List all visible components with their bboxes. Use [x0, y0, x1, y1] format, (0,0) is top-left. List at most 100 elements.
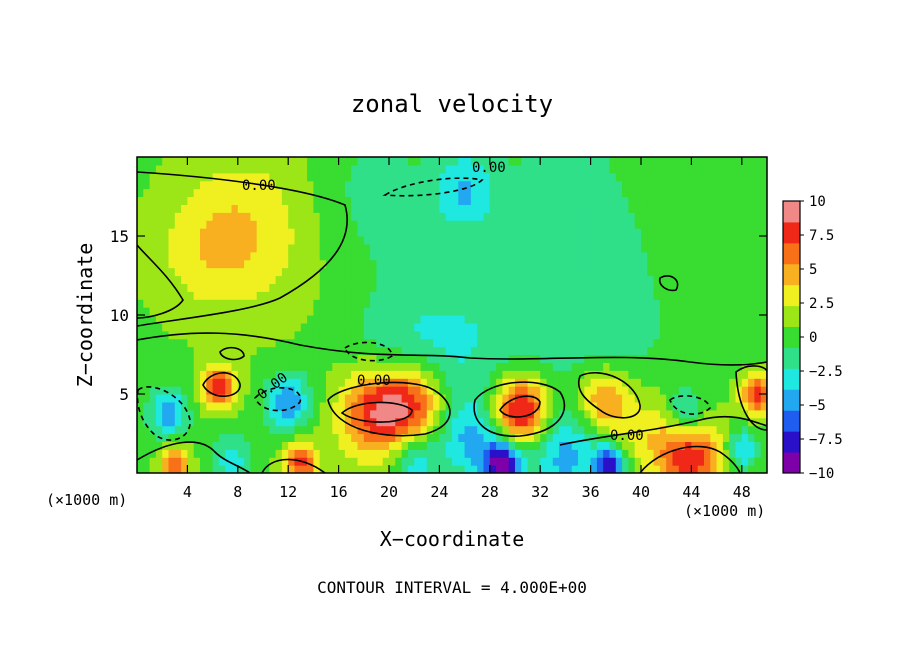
- field-cell: [231, 228, 239, 237]
- field-cell: [609, 220, 617, 229]
- field-cell: [729, 243, 737, 253]
- field-cell: [735, 441, 743, 450]
- field-cell: [489, 251, 497, 261]
- field-cell: [288, 243, 296, 253]
- field-cell: [376, 196, 384, 205]
- field-cell: [200, 433, 207, 442]
- field-cell: [483, 236, 491, 245]
- field-cell: [344, 346, 352, 356]
- field-cell: [496, 378, 503, 387]
- field-cell: [502, 457, 510, 466]
- field-cell: [603, 180, 611, 190]
- field-cell: [741, 315, 749, 324]
- field-cell: [174, 164, 182, 174]
- field-cell: [206, 164, 214, 174]
- field-cell: [748, 409, 755, 419]
- field-cell: [395, 283, 403, 292]
- field-cell: [596, 236, 604, 245]
- field-cell: [691, 228, 699, 237]
- field-cell: [231, 164, 239, 174]
- field-cell: [565, 188, 573, 198]
- field-cell: [502, 228, 510, 237]
- field-cell: [237, 196, 245, 205]
- field-cell: [483, 228, 491, 237]
- field-cell: [691, 275, 699, 284]
- field-cell: [452, 180, 459, 190]
- field-cell: [603, 307, 611, 316]
- field-cell: [414, 212, 422, 221]
- field-cell: [414, 409, 422, 419]
- field-cell: [382, 180, 390, 190]
- field-cell: [716, 259, 724, 269]
- field-cell: [439, 449, 447, 458]
- field-cell: [445, 204, 453, 213]
- field-cell: [174, 267, 182, 277]
- field-cell: [174, 354, 182, 363]
- field-cell: [464, 180, 472, 190]
- field-cell: [420, 330, 428, 340]
- field-cell: [370, 275, 377, 284]
- field-cell: [187, 157, 195, 166]
- field-cell: [370, 465, 377, 473]
- field-cell: [458, 188, 466, 198]
- field-cell: [326, 362, 333, 371]
- field-cell: [483, 212, 491, 221]
- field-cell: [666, 457, 674, 466]
- field-cell: [250, 449, 258, 458]
- field-cell: [647, 465, 655, 473]
- field-cell: [300, 425, 308, 435]
- field-cell: [622, 204, 629, 213]
- field-cell: [672, 330, 680, 340]
- field-cell: [307, 188, 314, 198]
- field-cell: [704, 283, 711, 292]
- field-cell: [407, 291, 415, 300]
- field-cell: [710, 243, 718, 253]
- field-cell: [256, 299, 264, 308]
- field-cell: [149, 362, 157, 371]
- field-cell: [174, 212, 182, 221]
- field-cell: [294, 267, 302, 277]
- field-cell: [496, 220, 503, 229]
- field-cell: [540, 157, 548, 166]
- field-cell: [357, 378, 365, 387]
- field-cell: [483, 259, 491, 269]
- field-cell: [578, 330, 585, 340]
- field-cell: [174, 299, 182, 308]
- field-cell: [200, 236, 207, 245]
- field-cell: [168, 291, 176, 300]
- field-cell: [407, 425, 415, 435]
- field-cell: [565, 212, 573, 221]
- field-cell: [237, 267, 245, 277]
- field-cell: [263, 204, 270, 213]
- field-cell: [155, 362, 163, 371]
- field-cell: [666, 409, 674, 419]
- field-cell: [615, 401, 623, 411]
- field-cell: [628, 243, 636, 253]
- field-cell: [363, 283, 371, 292]
- field-cell: [382, 220, 390, 229]
- field-cell: [225, 212, 233, 221]
- field-cell: [735, 378, 743, 387]
- field-cell: [678, 251, 686, 261]
- field-cell: [445, 299, 453, 308]
- field-cell: [181, 370, 188, 379]
- field-cell: [376, 251, 384, 261]
- field-cell: [659, 188, 667, 198]
- field-cell: [496, 228, 503, 237]
- field-cell: [370, 299, 377, 308]
- field-cell: [609, 322, 617, 332]
- field-cell: [370, 204, 377, 213]
- field-cell: [420, 465, 428, 473]
- field-cell: [269, 370, 277, 379]
- field-cell: [571, 291, 579, 300]
- field-cell: [571, 164, 579, 174]
- field-cell: [168, 220, 176, 229]
- field-cell: [628, 449, 636, 458]
- field-cell: [200, 449, 207, 458]
- field-cell: [552, 259, 560, 269]
- field-cell: [710, 299, 718, 308]
- field-cell: [401, 251, 409, 261]
- field-cell: [407, 362, 415, 371]
- field-cell: [168, 172, 176, 182]
- field-cell: [275, 449, 283, 458]
